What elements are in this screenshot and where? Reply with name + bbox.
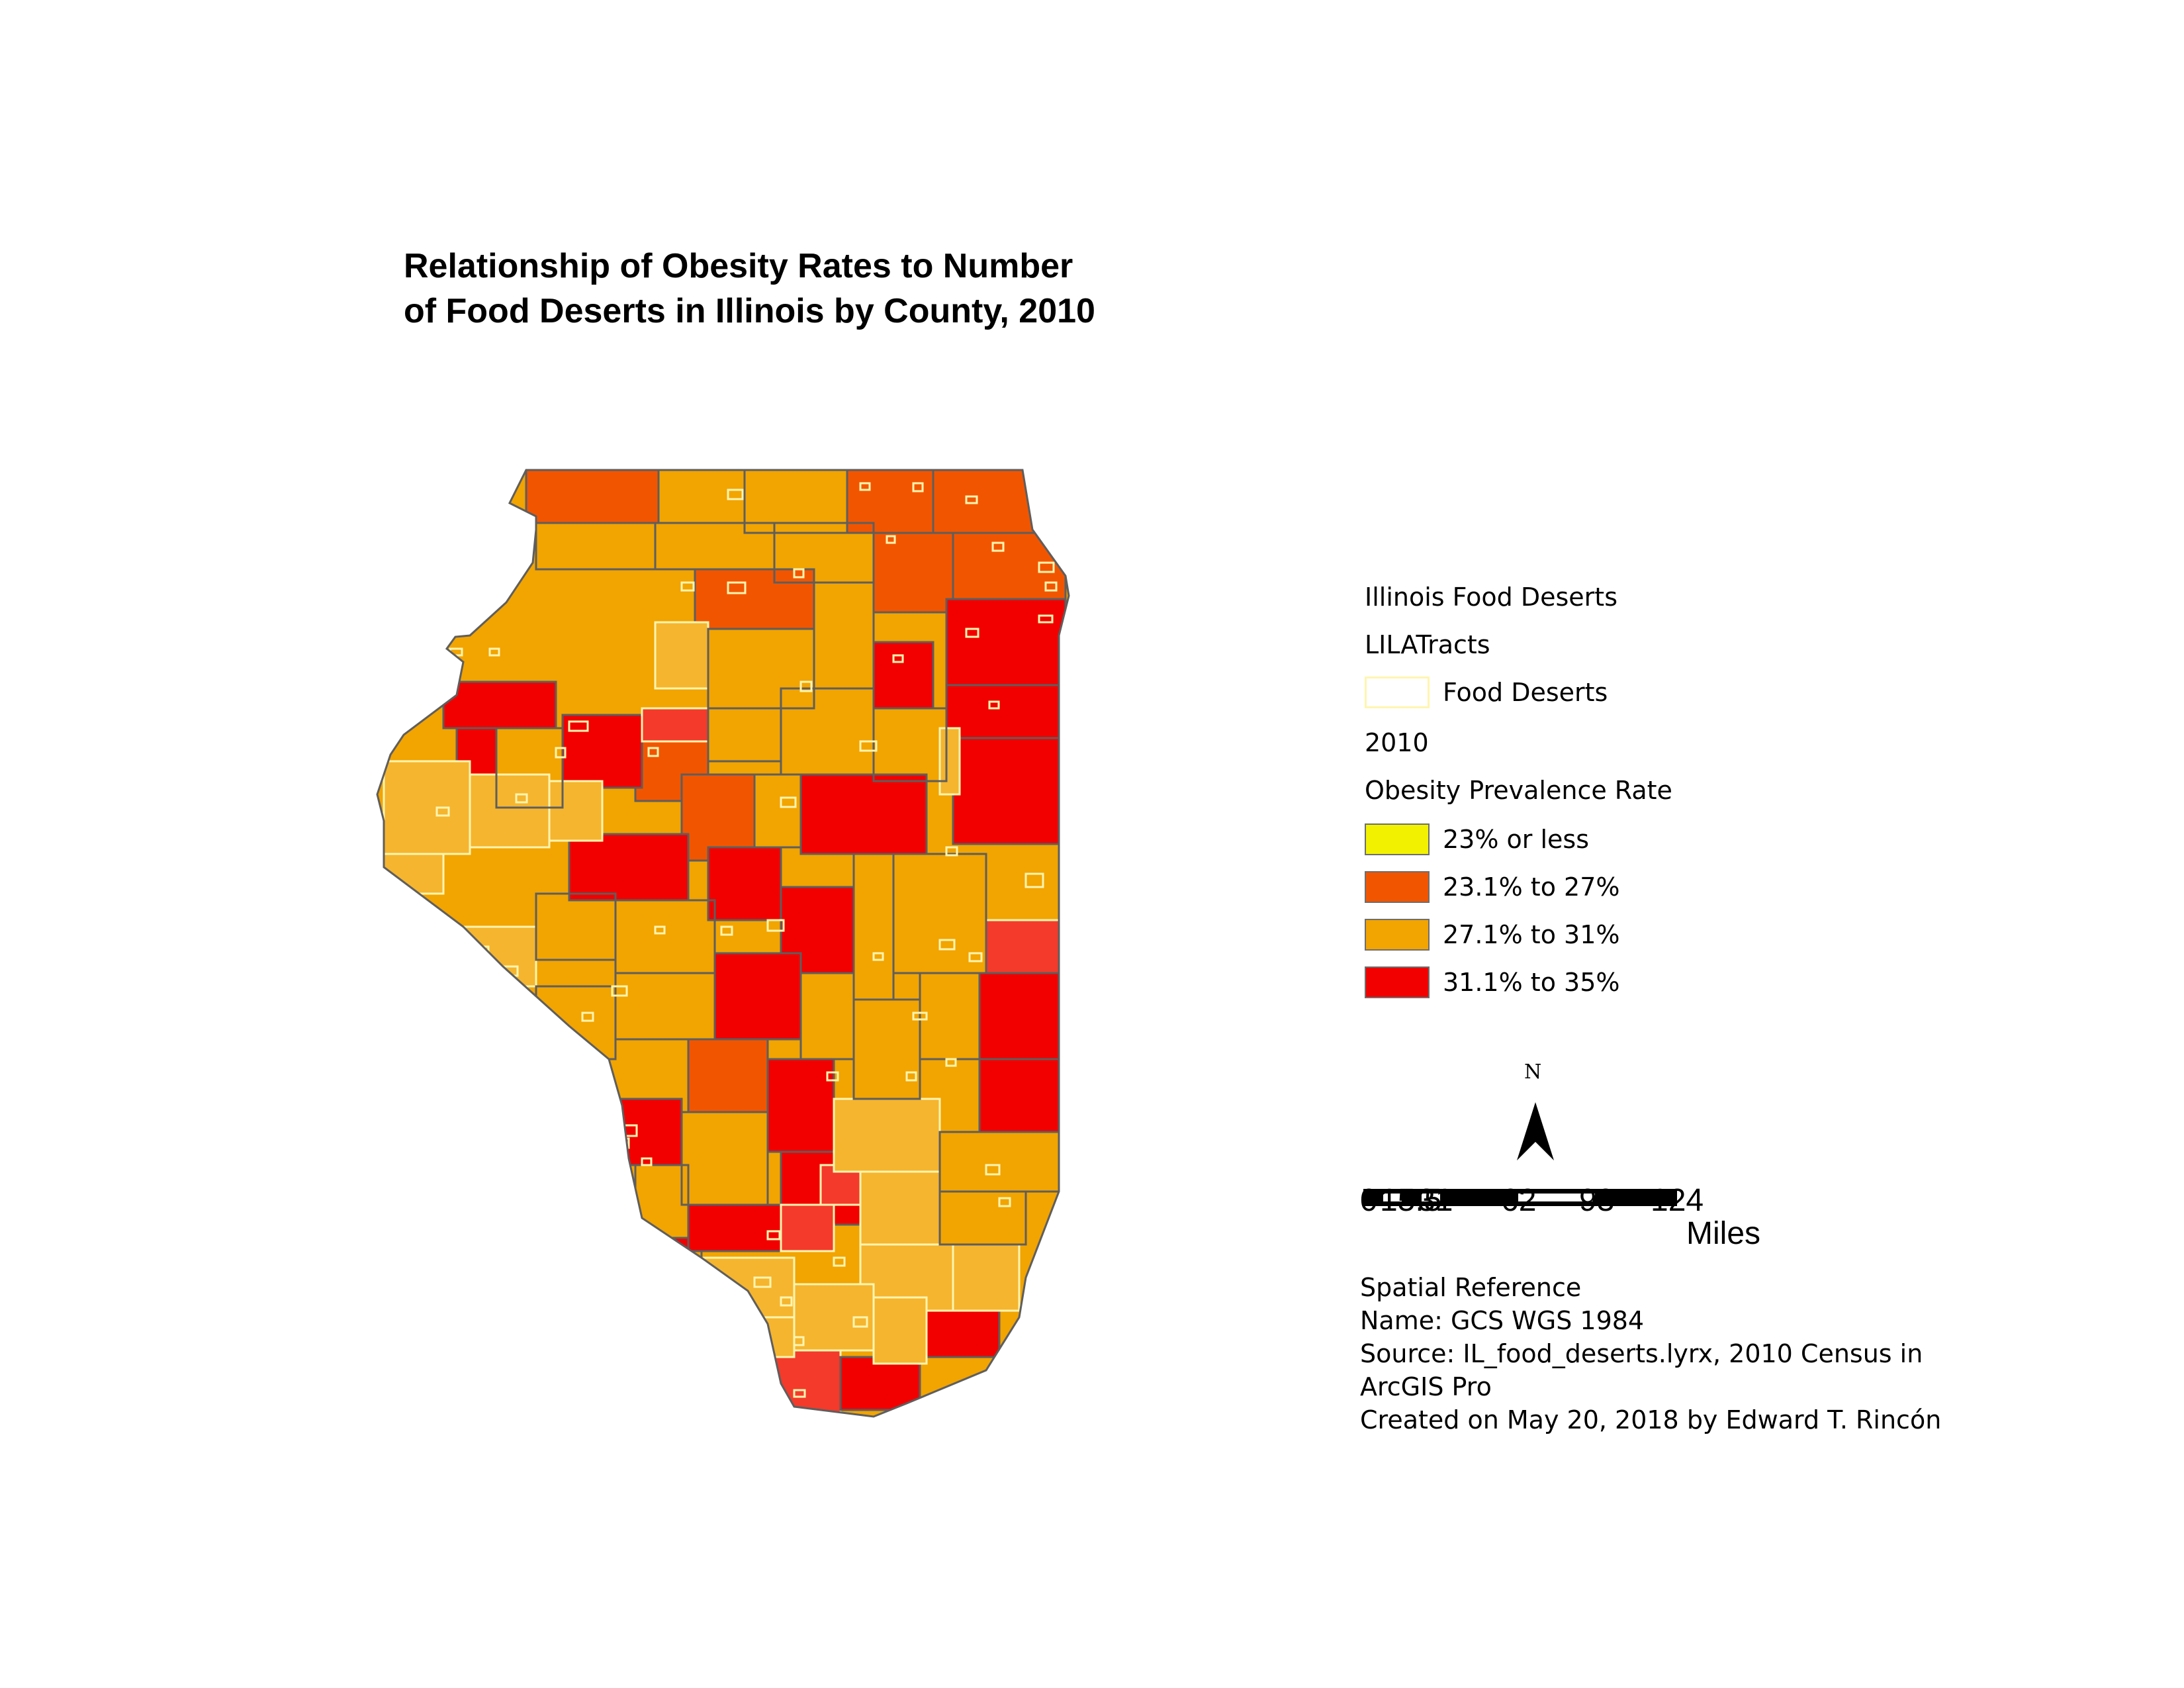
info-line-3: Source: IL_food_deserts.lyrx, 2010 Censu… <box>1360 1339 1923 1368</box>
county-monroe <box>568 1309 703 1372</box>
scale-bar <box>1363 1189 1677 1206</box>
north-arrow-icon <box>1517 1102 1554 1160</box>
legend-class-label: 27.1% to 31% <box>1443 920 1620 949</box>
scale-tick-label: 124 <box>1651 1183 1704 1218</box>
county-randolph <box>687 1250 703 1312</box>
county-union <box>713 1316 796 1358</box>
scale-tick-label: 62 <box>1501 1183 1537 1218</box>
legend-field: Obesity Prevalence Rate <box>1365 776 1672 805</box>
county-polygons <box>377 470 1069 1417</box>
county-kane <box>872 532 954 614</box>
county-bureau <box>641 707 709 743</box>
county-iroquois <box>938 727 961 796</box>
legend-layer-subtitle: LILATracts <box>1365 630 1490 659</box>
county-mcdonough <box>469 773 551 849</box>
county-mclean <box>707 846 782 921</box>
county-jo-daviess <box>525 470 660 524</box>
county-clark <box>978 1058 1067 1133</box>
county-st-clair <box>614 1237 690 1312</box>
legend-class-label: 23.1% to 27% <box>1443 872 1620 902</box>
county-whiteside <box>654 621 709 690</box>
county-henry <box>561 714 643 789</box>
info-line-4: ArcGIS Pro <box>1360 1372 1492 1401</box>
map-info: Spatial Reference Name: GCS WGS 1984 Sou… <box>1360 1271 1941 1436</box>
county-ford <box>872 707 948 782</box>
county-hancock <box>383 760 471 855</box>
county-white <box>952 1243 1021 1312</box>
county-scott <box>528 1058 604 1113</box>
county-cook <box>952 532 1067 600</box>
scale-tick-label: 0 <box>1360 1183 1378 1218</box>
legend-class-swatch <box>1365 966 1430 998</box>
info-line-1: Spatial Reference <box>1360 1273 1582 1302</box>
info-line-2: Name: GCS WGS 1984 <box>1360 1306 1645 1335</box>
scale-tick-label: 93 <box>1579 1183 1615 1218</box>
county-saline <box>872 1296 928 1365</box>
legend-year: 2010 <box>1365 728 1429 757</box>
county-effingham <box>859 1170 941 1246</box>
county-will <box>945 598 1067 686</box>
county-kankakee <box>952 737 1067 845</box>
county-rock-island <box>442 680 557 729</box>
county-edgar <box>978 972 1067 1060</box>
county-fulton <box>568 833 690 902</box>
county-madison <box>680 1111 769 1206</box>
county-bond <box>687 1203 782 1252</box>
county-jersey <box>588 1098 683 1166</box>
legend-class-label: 23% or less <box>1443 825 1590 854</box>
county-massac <box>839 1356 921 1411</box>
county-tazewell <box>680 773 756 862</box>
county-pike <box>442 925 537 988</box>
county-pulaski <box>919 1309 1001 1358</box>
county-shelby <box>766 1058 835 1153</box>
north-arrow-letter: N <box>1524 1060 1542 1084</box>
county-montgomery <box>687 1038 769 1113</box>
legend-class-swatch <box>1365 823 1430 855</box>
food-deserts-swatch <box>1365 677 1430 708</box>
county-kendall <box>872 641 934 710</box>
county-grundy <box>945 684 1067 739</box>
scale-tick-label: 31 <box>1418 1183 1453 1218</box>
county-cass <box>614 972 716 1041</box>
legend-layer-title: Illinois Food Deserts <box>1365 583 1617 612</box>
county-woodford <box>753 773 802 849</box>
legend-class-label: 31.1% to 35% <box>1443 968 1620 997</box>
map-title-line-2: of Food Deserts in Illinois by County, 2… <box>404 292 1095 330</box>
county-jasper <box>938 1190 1027 1246</box>
scale-tick-label: 15.5 <box>1380 1183 1442 1218</box>
county-winnebago <box>743 470 848 534</box>
scale-bar-units: Miles <box>1686 1216 1761 1251</box>
county-champaign-east <box>985 919 1060 974</box>
county-sangamon <box>713 952 802 1041</box>
county-alexander <box>740 1349 842 1417</box>
state-outline <box>376 469 1070 1418</box>
county-cumberland <box>833 1098 941 1173</box>
map-title-line-1: Relationship of Obesity Rates to Number <box>404 247 1073 285</box>
county-warren <box>495 727 564 809</box>
illinois-county-map <box>376 469 1070 1418</box>
legend-class-swatch <box>1365 919 1430 951</box>
county-clinton <box>780 1203 835 1252</box>
info-line-5: Created on May 20, 2018 by Edward T. Rin… <box>1360 1405 1942 1434</box>
county-lake <box>932 470 1067 534</box>
map-title: Relationship of Obesity Rates to Number … <box>404 244 1330 334</box>
food-deserts-label: Food Deserts <box>1443 678 1608 707</box>
county-knox <box>548 780 604 842</box>
legend-class-swatch <box>1365 871 1430 903</box>
county-livingston <box>799 773 928 855</box>
county-vermilion <box>1058 919 1069 1054</box>
